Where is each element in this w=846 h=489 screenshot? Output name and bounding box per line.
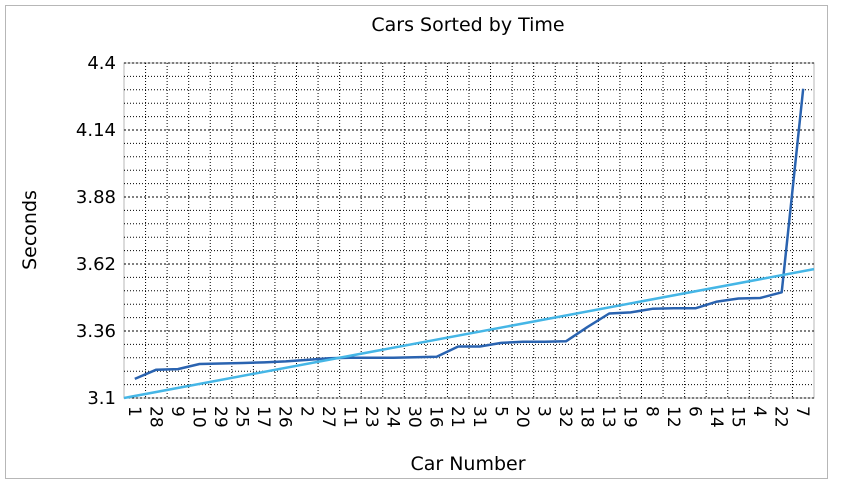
x-tick-label: 23	[361, 406, 381, 428]
series-group	[123, 88, 815, 400]
x-tick-label: 26	[275, 406, 295, 428]
x-tick-label: 24	[383, 406, 403, 428]
major-gridlines	[124, 62, 814, 399]
x-tick-label: 12	[663, 406, 683, 428]
y-axis-tick-labels: 3.1 3.36 3.62 3.88 4.14 4.4	[76, 53, 116, 409]
chart-title: Cars Sorted by Time	[371, 14, 564, 36]
x-tick-label: 22	[771, 406, 791, 428]
x-tick-label: 13	[598, 406, 618, 428]
x-tick-label: 7	[792, 406, 812, 417]
x-tick-label: 10	[188, 406, 208, 428]
minor-gridlines	[124, 63, 814, 398]
y-tick-label: 3.88	[76, 187, 116, 208]
x-tick-label: 25	[232, 406, 252, 428]
x-axis-title: Car Number	[410, 453, 525, 475]
x-tick-label: 1	[124, 406, 144, 417]
x-tick-label: 30	[404, 406, 424, 428]
trendline	[123, 267, 815, 400]
x-tick-label: 8	[641, 406, 661, 417]
x-tick-label: 5	[490, 406, 510, 417]
x-axis-tick-labels: 1 28 9 10 29 25 17 26 2 27 11 23 24 30 16 21 31 5 20 3 32 18 1…	[124, 406, 812, 428]
x-tick-label: 28	[145, 406, 165, 428]
x-tick-label: 21	[447, 406, 467, 428]
y-tick-label: 3.36	[76, 321, 116, 342]
x-tick-label: 11	[339, 406, 359, 428]
x-tick-label: 9	[167, 406, 187, 417]
x-tick-label: 19	[620, 406, 640, 428]
chart-frame: Cars Sorted by Time 3.1 3.36 3.62 3.88 4.14 4…	[5, 5, 828, 479]
x-tick-label: 31	[469, 406, 489, 428]
series-line-time	[134, 88, 805, 381]
y-tick-label: 3.62	[76, 254, 116, 275]
y-tick-label: 4.4	[87, 53, 116, 74]
x-tick-label: 14	[706, 406, 726, 428]
x-tick-label: 2	[296, 406, 316, 417]
x-tick-label: 17	[253, 406, 273, 428]
x-tick-label: 20	[512, 406, 532, 428]
x-tick-label: 4	[749, 406, 769, 417]
x-tick-label: 29	[210, 406, 230, 428]
x-tick-label: 32	[555, 406, 575, 428]
line-chart: Cars Sorted by Time 3.1 3.36 3.62 3.88 4.14 4…	[19, 14, 815, 475]
x-tick-label: 3	[533, 406, 553, 417]
x-tick-label: 6	[684, 406, 704, 417]
x-tick-label: 27	[318, 406, 338, 428]
y-tick-label: 4.14	[76, 120, 116, 141]
x-tick-label: 16	[426, 406, 446, 428]
y-axis-title: Seconds	[19, 190, 41, 270]
y-tick-label: 3.1	[87, 388, 116, 409]
x-tick-label: 18	[577, 406, 597, 428]
x-tick-label: 15	[728, 406, 748, 428]
